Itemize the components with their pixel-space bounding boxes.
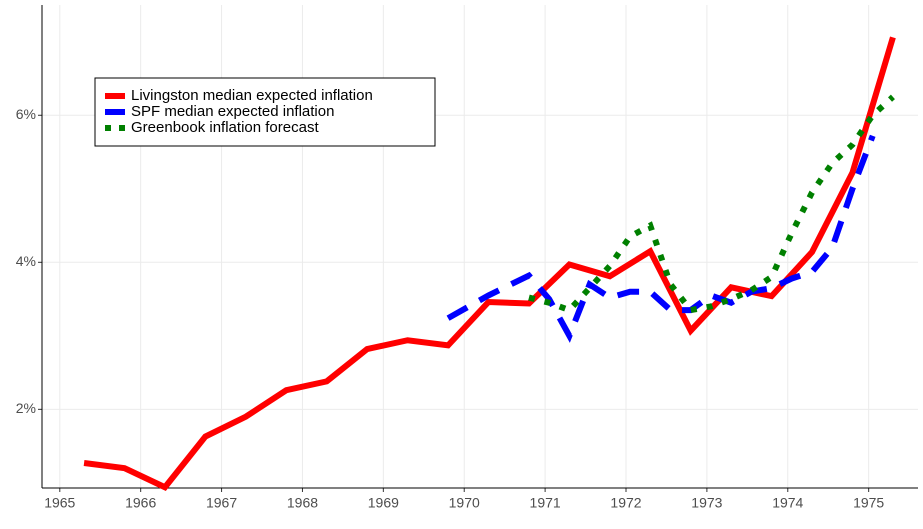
series-line (528, 94, 895, 314)
x-tick-label: 1972 (610, 495, 641, 511)
x-tick-label: 1975 (853, 495, 884, 511)
legend-label: Livingston median expected inflation (131, 87, 373, 104)
x-tick-label: 1965 (44, 495, 75, 511)
x-tick-label: 1973 (691, 495, 722, 511)
y-tick-label: 4% (16, 253, 36, 269)
x-tick-label: 1970 (449, 495, 480, 511)
y-tick-label: 2% (16, 400, 36, 416)
x-tick-label: 1967 (206, 495, 237, 511)
x-tick-label: 1968 (287, 495, 318, 511)
legend: Livingston median expected inflationSPF … (94, 77, 436, 147)
x-tick-label: 1966 (125, 495, 156, 511)
x-tick-label: 1974 (772, 495, 803, 511)
y-tick-label: 6% (16, 106, 36, 122)
x-tick-label: 1969 (368, 495, 399, 511)
x-tick-label: 1971 (530, 495, 561, 511)
legend-box (94, 77, 436, 147)
legend-label: SPF median expected inflation (131, 103, 334, 120)
series-line (446, 134, 876, 343)
legend-label: Greenbook inflation forecast (131, 119, 319, 136)
